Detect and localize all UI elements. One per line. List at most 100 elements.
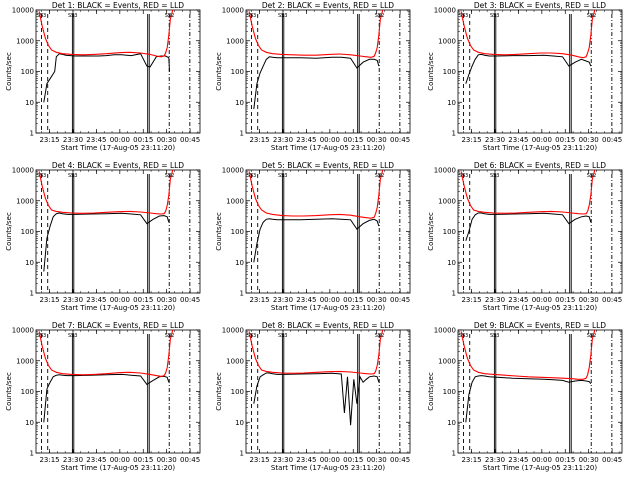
x-tick-label: 23:15: [461, 456, 481, 464]
series-events-line: [465, 53, 592, 84]
attenuator-marker: S3: [68, 13, 74, 19]
attenuator-marker: S3: [68, 173, 74, 179]
series-lld-line: [248, 170, 384, 219]
y-axis-label: Counts/sec: [5, 52, 13, 91]
y-axis-label: Counts/sec: [427, 52, 435, 91]
x-tick-label: 00:15: [133, 296, 153, 304]
x-axis-label: Start Time (17-Aug-05 23:11:20): [483, 144, 597, 152]
y-tick-label: 100: [231, 228, 244, 236]
attenuator-marker: S3: [493, 173, 499, 179]
series-lld-line: [248, 10, 384, 58]
x-axis-label: Start Time (17-Aug-05 23:11:20): [61, 304, 175, 312]
attenuator-marker: S3: [68, 333, 74, 339]
y-tick-label: 1000: [226, 357, 244, 365]
series-events-line: [465, 375, 592, 423]
chart-panel-det-9: Det 9: BLACK = Events, RED = LLD 1 10 100 10…: [427, 321, 623, 472]
series-lld-line: [460, 10, 596, 59]
x-tick-label: 00:45: [180, 296, 200, 304]
attenuator-marker: S2: [587, 13, 593, 19]
x-axis-label: Start Time (17-Aug-05 23:11:20): [271, 464, 385, 472]
x-tick-label: 00:30: [579, 136, 599, 144]
x-tick-label: 23:45: [86, 136, 106, 144]
x-axis-label: Start Time (17-Aug-05 23:11:20): [61, 144, 175, 152]
x-tick-label: 23:15: [249, 456, 269, 464]
attenuator-marker: S3: [281, 13, 287, 19]
plot-frame: [35, 329, 201, 454]
x-tick-label: 23:15: [39, 296, 59, 304]
y-axis-label: Counts/sec: [215, 212, 223, 251]
series-events-line: [465, 212, 592, 241]
x-tick-label: 23:30: [485, 456, 505, 464]
y-tick-label: 10: [235, 99, 244, 107]
attenuator-marker: S2: [165, 333, 171, 339]
y-axis-label: Counts/sec: [427, 212, 435, 251]
y-tick-label: 1000: [16, 37, 34, 45]
series-lld-line: [460, 330, 596, 380]
x-tick-label: 23:30: [485, 296, 505, 304]
attenuator-marker: S3: [278, 13, 284, 19]
series-events-line: [43, 53, 170, 103]
y-axis-label: Counts/sec: [215, 372, 223, 411]
x-tick-label: 00:15: [343, 456, 363, 464]
x-tick-label: 00:00: [320, 456, 340, 464]
x-tick-label: 23:30: [63, 296, 83, 304]
x-tick-label: 00:45: [390, 296, 410, 304]
chart-panel-det-8: Det 8: BLACK = Events, RED = LLD 1 10 100 10…: [215, 321, 411, 472]
attenuator-marker: S3: [462, 333, 468, 339]
x-axis-label: Start Time (17-Aug-05 23:11:20): [271, 304, 385, 312]
plot-frame: [35, 169, 201, 294]
attenuator-marker: S2: [165, 13, 171, 19]
x-tick-label: 23:30: [63, 136, 83, 144]
series-lld-line: [38, 330, 174, 377]
x-tick-label: 00:00: [110, 456, 130, 464]
series-lld-line: [38, 170, 174, 215]
attenuator-marker: S3: [490, 333, 496, 339]
x-tick-label: 00:45: [602, 136, 622, 144]
attenuator-marker: S3: [71, 333, 77, 339]
x-tick-label: 23:30: [273, 456, 293, 464]
chart-panel-det-3: Det 3: BLACK = Events, RED = LLD 1 10 100 10…: [427, 1, 623, 152]
attenuator-marker: S3: [278, 173, 284, 179]
y-tick-label: 1000: [226, 37, 244, 45]
x-tick-label: 23:45: [508, 296, 528, 304]
y-tick-label: 10: [447, 259, 456, 267]
y-tick-label: 100: [443, 228, 456, 236]
x-tick-label: 00:15: [555, 456, 575, 464]
x-tick-label: 00:15: [555, 296, 575, 304]
x-tick-label: 00:15: [133, 456, 153, 464]
y-tick-label: 10: [235, 419, 244, 427]
x-tick-label: 00:45: [390, 136, 410, 144]
chart-panel-det-5: Det 5: BLACK = Events, RED = LLD 1 10 100 10…: [215, 161, 411, 312]
x-tick-label: 00:30: [157, 296, 177, 304]
x-tick-label: 00:00: [532, 456, 552, 464]
x-tick-label: 23:45: [508, 456, 528, 464]
y-tick-label: 1: [30, 450, 34, 458]
plot-frame: [457, 9, 623, 134]
y-axis-label: Counts/sec: [215, 52, 223, 91]
y-tick-label: 10: [25, 259, 34, 267]
series-events-line: [43, 373, 170, 423]
x-axis-label: Start Time (17-Aug-05 23:11:20): [271, 144, 385, 152]
attenuator-marker: S3: [250, 13, 256, 19]
attenuator-marker: S3: [40, 13, 46, 19]
chart-title: Det 2: BLACK = Events, RED = LLD: [262, 1, 394, 10]
y-tick-label: 10000: [12, 327, 34, 335]
x-tick-label: 00:15: [133, 136, 153, 144]
x-tick-label: 23:45: [86, 456, 106, 464]
y-tick-label: 1: [30, 130, 34, 138]
y-tick-label: 10000: [222, 7, 244, 15]
x-tick-label: 00:45: [602, 456, 622, 464]
attenuator-marker: S2: [375, 13, 381, 19]
chart-title: Det 9: BLACK = Events, RED = LLD: [474, 321, 606, 330]
attenuator-marker: S3: [493, 333, 499, 339]
chart-title: Det 1: BLACK = Events, RED = LLD: [52, 1, 184, 10]
y-tick-label: 100: [21, 68, 34, 76]
y-tick-label: 10: [235, 259, 244, 267]
y-tick-label: 1: [30, 290, 34, 298]
y-tick-label: 10000: [12, 167, 34, 175]
chart-panel-det-1: Det 1: BLACK = Events, RED = LLD 1 10 100 10…: [5, 1, 201, 152]
attenuator-marker: S3: [490, 13, 496, 19]
y-tick-label: 100: [443, 68, 456, 76]
x-tick-label: 23:45: [296, 456, 316, 464]
